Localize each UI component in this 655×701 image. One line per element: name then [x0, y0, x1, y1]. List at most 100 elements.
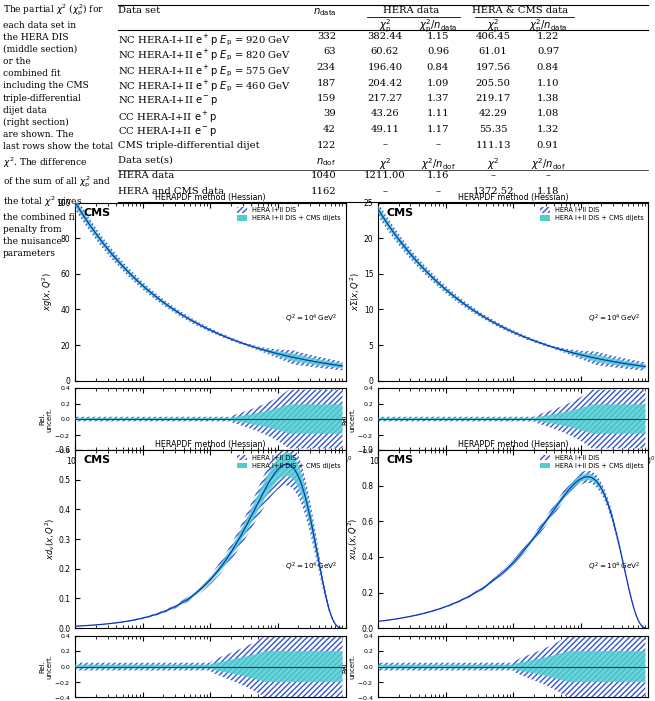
Text: HERA and CMS data: HERA and CMS data — [118, 187, 224, 196]
Text: 0.96: 0.96 — [427, 48, 449, 57]
Text: –: – — [491, 172, 495, 180]
Text: 1.09: 1.09 — [427, 79, 449, 88]
Text: $Q^2 = 10^4\,\mathrm{GeV}^2$: $Q^2 = 10^4\,\mathrm{GeV}^2$ — [588, 313, 641, 325]
Text: –: – — [436, 187, 441, 196]
Title: HERAPDF method (Hessian): HERAPDF method (Hessian) — [155, 440, 266, 449]
Text: 39: 39 — [324, 109, 336, 118]
Text: 205.50: 205.50 — [476, 79, 510, 88]
X-axis label: $x$: $x$ — [510, 468, 517, 476]
Legend: HERA I+II DIS, HERA I+II DIS + CMS dijets: HERA I+II DIS, HERA I+II DIS + CMS dijet… — [538, 454, 645, 470]
Text: CMS: CMS — [386, 456, 413, 465]
Text: 1.16: 1.16 — [427, 172, 449, 180]
Text: 61.01: 61.01 — [479, 48, 508, 57]
Text: $Q^2 = 10^4\,\mathrm{GeV}^2$: $Q^2 = 10^4\,\mathrm{GeV}^2$ — [588, 561, 641, 573]
Text: 55.35: 55.35 — [479, 125, 508, 134]
Text: $\chi^2/n_\mathrm{dof}$: $\chi^2/n_\mathrm{dof}$ — [531, 156, 565, 172]
Text: 1.10: 1.10 — [536, 79, 559, 88]
Y-axis label: $xu_v(x, Q^2)$: $xu_v(x, Q^2)$ — [346, 518, 360, 560]
Text: Data set(s): Data set(s) — [118, 156, 173, 165]
Text: 0.84: 0.84 — [537, 63, 559, 72]
Text: $\chi^2_\mathrm{p}$: $\chi^2_\mathrm{p}$ — [379, 18, 391, 35]
Text: 1.11: 1.11 — [426, 109, 449, 118]
Text: CC HERA-I+II $\mathrm{e^+p}$: CC HERA-I+II $\mathrm{e^+p}$ — [118, 109, 217, 125]
Text: NC HERA-I+II $\mathrm{e^+p}$ $E_\mathrm{p}$ = 920 GeV: NC HERA-I+II $\mathrm{e^+p}$ $E_\mathrm{… — [118, 32, 291, 48]
Text: 197.56: 197.56 — [476, 63, 510, 72]
Text: $\chi^2/n_\mathrm{dof}$: $\chi^2/n_\mathrm{dof}$ — [421, 156, 455, 172]
Text: Data set: Data set — [118, 6, 160, 15]
Text: 219.17: 219.17 — [476, 94, 511, 103]
Text: 1.17: 1.17 — [427, 125, 449, 134]
Text: 1.37: 1.37 — [427, 94, 449, 103]
Text: NC HERA-I+II $\mathrm{e^+p}$ $E_\mathrm{p}$ = 460 GeV: NC HERA-I+II $\mathrm{e^+p}$ $E_\mathrm{… — [118, 79, 291, 94]
Text: $Q^2 = 10^4\,\mathrm{GeV}^2$: $Q^2 = 10^4\,\mathrm{GeV}^2$ — [286, 313, 337, 325]
Text: HERA & CMS data: HERA & CMS data — [472, 6, 569, 15]
Text: 1040: 1040 — [310, 172, 336, 180]
Text: CMS: CMS — [83, 456, 111, 465]
Title: HERAPDF method (Hessian): HERAPDF method (Hessian) — [458, 193, 569, 202]
Text: $\chi^2$: $\chi^2$ — [379, 156, 391, 172]
Text: 217.27: 217.27 — [367, 94, 403, 103]
Text: $n_\mathrm{data}$: $n_\mathrm{data}$ — [312, 6, 336, 18]
Text: 1.15: 1.15 — [427, 32, 449, 41]
Y-axis label: Rel.
uncert.: Rel. uncert. — [39, 407, 52, 432]
Text: 1162: 1162 — [310, 187, 336, 196]
Y-axis label: $x\Sigma(x, Q^2)$: $x\Sigma(x, Q^2)$ — [349, 272, 362, 311]
Text: NC HERA-I+II $\mathrm{e^-p}$: NC HERA-I+II $\mathrm{e^-p}$ — [118, 94, 218, 107]
Text: –: – — [383, 140, 388, 149]
Text: 42.29: 42.29 — [479, 109, 508, 118]
Text: CMS: CMS — [386, 207, 413, 218]
Text: 42: 42 — [323, 125, 336, 134]
Text: 1.32: 1.32 — [537, 125, 559, 134]
Text: 1.18: 1.18 — [536, 187, 559, 196]
Text: $\chi^2_\mathrm{p}/n_\mathrm{data}$: $\chi^2_\mathrm{p}/n_\mathrm{data}$ — [529, 18, 567, 35]
Text: 111.13: 111.13 — [476, 140, 511, 149]
Text: 60.62: 60.62 — [371, 48, 399, 57]
Text: 1.22: 1.22 — [537, 32, 559, 41]
Text: 63: 63 — [324, 48, 336, 57]
Text: NC HERA-I+II $\mathrm{e^+p}$ $E_\mathrm{p}$ = 575 GeV: NC HERA-I+II $\mathrm{e^+p}$ $E_\mathrm{… — [118, 63, 291, 79]
Text: 1372.52: 1372.52 — [472, 187, 514, 196]
Legend: HERA I+II DIS, HERA I+II DIS + CMS dijets: HERA I+II DIS, HERA I+II DIS + CMS dijet… — [235, 206, 342, 223]
Text: 406.45: 406.45 — [476, 32, 510, 41]
Text: $\chi^2_\mathrm{p}$: $\chi^2_\mathrm{p}$ — [487, 18, 499, 35]
Text: The partial $\chi^2$ ($\chi^2_\mathrm{p}$) for
each data set in
the HERA DIS
(mi: The partial $\chi^2$ ($\chi^2_\mathrm{p}… — [3, 2, 113, 258]
Text: 49.11: 49.11 — [371, 125, 400, 134]
Y-axis label: $xg(x, Q^2)$: $xg(x, Q^2)$ — [40, 272, 54, 311]
Text: 122: 122 — [317, 140, 336, 149]
Text: 159: 159 — [317, 94, 336, 103]
Text: 332: 332 — [317, 32, 336, 41]
Text: CMS: CMS — [83, 207, 111, 218]
Text: NC HERA-I+II $\mathrm{e^+p}$ $E_\mathrm{p}$ = 820 GeV: NC HERA-I+II $\mathrm{e^+p}$ $E_\mathrm{… — [118, 48, 291, 63]
X-axis label: $x$: $x$ — [206, 468, 214, 476]
Text: –: – — [383, 187, 388, 196]
Text: 382.44: 382.44 — [367, 32, 403, 41]
Title: HERAPDF method (Hessian): HERAPDF method (Hessian) — [155, 193, 266, 202]
Text: 0.91: 0.91 — [537, 140, 559, 149]
Y-axis label: $xd_v(x, Q^2)$: $xd_v(x, Q^2)$ — [43, 518, 57, 560]
Text: 196.40: 196.40 — [367, 63, 403, 72]
Text: HERA data: HERA data — [383, 6, 440, 15]
Title: HERAPDF method (Hessian): HERAPDF method (Hessian) — [458, 440, 569, 449]
Text: 43.26: 43.26 — [371, 109, 400, 118]
Text: –: – — [436, 140, 441, 149]
Text: –: – — [546, 172, 550, 180]
Text: 234: 234 — [317, 63, 336, 72]
Text: $Q^2 = 10^4\,\mathrm{GeV}^2$: $Q^2 = 10^4\,\mathrm{GeV}^2$ — [286, 561, 337, 573]
Text: $n_\mathrm{dof}$: $n_\mathrm{dof}$ — [316, 156, 336, 168]
Legend: HERA I+II DIS, HERA I+II DIS + CMS dijets: HERA I+II DIS, HERA I+II DIS + CMS dijet… — [235, 454, 342, 470]
Text: 1.38: 1.38 — [537, 94, 559, 103]
Text: 1211.00: 1211.00 — [364, 172, 406, 180]
Text: $\chi^2_\mathrm{p}/n_\mathrm{data}$: $\chi^2_\mathrm{p}/n_\mathrm{data}$ — [419, 18, 457, 35]
Y-axis label: Rel.
uncert.: Rel. uncert. — [342, 407, 355, 432]
Y-axis label: Rel.
uncert.: Rel. uncert. — [342, 654, 355, 679]
Text: 1.08: 1.08 — [537, 109, 559, 118]
Text: 0.84: 0.84 — [427, 63, 449, 72]
Text: 204.42: 204.42 — [367, 79, 403, 88]
Text: HERA data: HERA data — [118, 172, 174, 180]
Legend: HERA I+II DIS, HERA I+II DIS + CMS dijets: HERA I+II DIS, HERA I+II DIS + CMS dijet… — [538, 206, 645, 223]
Text: $\chi^2$: $\chi^2$ — [487, 156, 499, 172]
Y-axis label: Rel.
uncert.: Rel. uncert. — [39, 654, 52, 679]
Text: CMS triple-differential dijet: CMS triple-differential dijet — [118, 140, 259, 149]
Text: 187: 187 — [317, 79, 336, 88]
Text: CC HERA-I+II $\mathrm{e^-p}$: CC HERA-I+II $\mathrm{e^-p}$ — [118, 125, 217, 138]
